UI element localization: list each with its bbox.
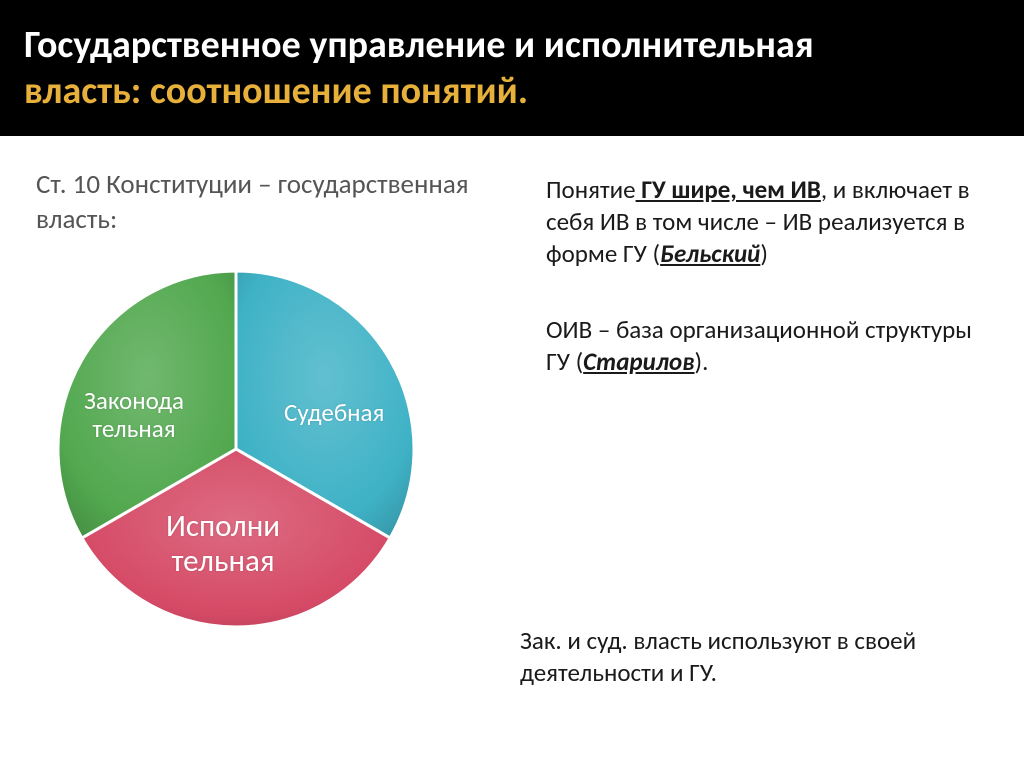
right-column: Понятие ГУ шире, чем ИВ, и включает в се… bbox=[546, 168, 984, 639]
title-line-1: Государственное управление и исполнитель… bbox=[24, 22, 814, 68]
pie-slice-label: Исполнительная bbox=[166, 509, 280, 578]
content-area: Ст. 10 Конституции – государственная вла… bbox=[0, 136, 1024, 659]
paragraph-1: Понятие ГУ шире, чем ИВ, и включает в се… bbox=[546, 174, 984, 270]
title-line-2: власть: соотношение понятий. bbox=[24, 68, 528, 114]
pie-slice-label: Законодательная bbox=[84, 387, 184, 443]
paragraph-2: ОИВ – база организационной структуры ГУ … bbox=[546, 314, 984, 378]
pie-chart: Судебная Исполнительная Законодательная bbox=[46, 259, 426, 639]
slide-header: Государственное управление и исполнитель… bbox=[0, 0, 1024, 136]
left-column: Ст. 10 Конституции – государственная вла… bbox=[36, 168, 516, 639]
slide-title: Государственное управление и исполнитель… bbox=[24, 22, 814, 115]
pie-slice-label: Судебная bbox=[284, 399, 384, 427]
subtitle-text: Ст. 10 Конституции – государственная вла… bbox=[36, 168, 516, 237]
